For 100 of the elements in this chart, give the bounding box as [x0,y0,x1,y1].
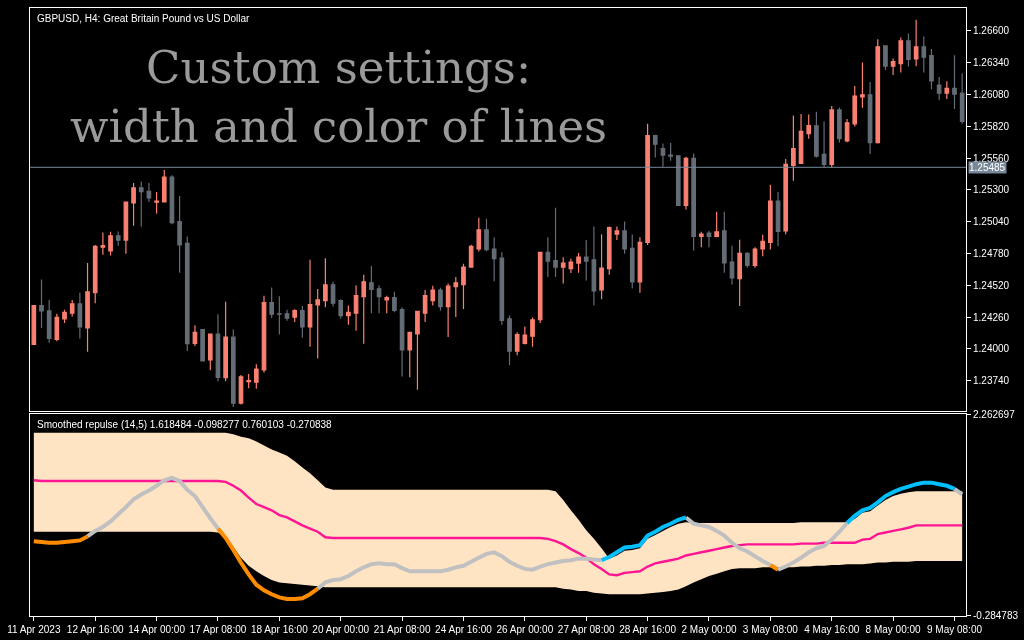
x-tick-label: 4 May 16:00 [804,624,860,635]
y-tick-label: 1.25040 [973,216,1010,228]
candlestick [944,80,950,100]
candlestick [545,236,551,278]
candlestick [123,201,129,255]
candlestick [668,142,673,162]
candlestick [929,48,934,90]
candlestick [645,123,650,246]
candlestick [499,251,505,326]
candlestick [591,226,597,307]
candlestick [277,295,282,336]
candlestick [814,111,819,159]
candlestick [353,284,359,332]
y-tick-label: 1.26080 [973,89,1010,101]
candlestick [837,106,842,144]
candlestick [338,298,344,320]
candlestick [284,309,290,322]
candlestick [890,58,896,76]
y-tick-label: 1.25300 [973,184,1010,196]
candlestick [269,286,275,319]
candlestick [583,239,589,282]
candlestick [537,251,543,324]
x-tick-label: 12 Apr 16:00 [66,624,124,635]
candlestick [230,328,236,408]
candlestick [637,236,643,294]
candlestick [46,299,52,344]
y-tick-label: 1.23740 [973,375,1010,387]
candlestick [737,239,743,307]
candlestick [860,61,865,109]
candlestick [438,287,443,312]
candlestick [752,246,758,269]
candlestick [491,236,497,282]
candlestick [798,113,804,164]
candlestick [146,182,152,203]
candlestick [62,309,67,324]
candlestick [161,169,167,203]
candlestick [92,244,98,304]
candlestick [714,211,719,238]
x-tick-label: 2 May 00:00 [681,624,737,635]
y-tick-label: 1.24520 [973,279,1010,291]
candlestick [108,231,113,257]
candlestick [867,81,873,155]
candlestick [39,278,44,329]
y-tick-label: 1.25820 [973,120,1010,132]
candlestick [215,313,221,382]
x-tick-label: 20 Apr 00:00 [312,624,370,635]
candlestick [629,233,635,290]
x-tick-label: 14 Apr 00:00 [128,624,186,635]
candlestick [553,207,558,278]
x-tick-label: 27 Apr 08:00 [557,624,616,635]
candlestick [675,155,681,207]
candlestick [154,191,159,214]
y-tick-label: 1.26340 [973,57,1010,69]
candlestick [292,308,298,323]
candlestick [652,134,658,159]
candlestick [614,226,620,241]
y-tick-label: 1.25560 [973,152,1010,164]
candlestick [921,36,927,74]
candlestick [85,262,90,353]
candlestick [207,333,213,371]
candlestick [376,284,382,314]
candlestick [791,114,796,182]
candlestick [192,324,198,347]
candlestick [100,231,106,256]
candlestick [445,282,451,338]
ref-line-label: 1.25485 [969,162,1006,173]
candlestick [507,314,512,366]
x-tick-label: 8 May 00:00 [865,624,922,635]
candlestick [484,218,489,252]
candlestick [783,158,789,235]
candlestick [369,265,374,314]
candlestick [844,118,850,143]
candlestick [468,244,474,268]
y-tick-label: 1.24000 [973,343,1010,355]
x-tick-label: 17 Apr 08:00 [189,624,247,635]
candlestick [721,211,727,274]
candlestick [898,36,904,74]
annotation: Custom settings: width and color of lines [70,41,608,153]
candlestick [906,32,911,68]
x-tick-label: 26 Apr 00:00 [496,624,554,635]
candlestick [745,251,750,269]
x-tick-label: 24 Apr 16:00 [435,624,493,635]
candlestick [829,105,835,169]
candlestick [576,252,581,274]
candlestick [599,233,604,300]
candlestick [952,54,957,110]
candlestick [453,276,459,318]
candlestick [959,72,965,125]
text: Smoothed repulse (14,5) 1.618484 -0.098277 0.760103 -0.270838 [37,419,333,430]
x-tick-label: 28 Apr 16:00 [619,624,677,635]
candlestick [476,217,482,253]
candlestick [560,256,566,285]
x-tick-label: 18 Apr 16:00 [250,624,309,635]
y-tick-label: -0.284783 [973,610,1019,622]
candlestick [69,299,75,318]
candlestick [698,231,704,248]
candlestick [177,195,182,274]
candlestick [461,263,466,310]
candlestick [729,245,735,286]
candlestick [852,85,858,128]
